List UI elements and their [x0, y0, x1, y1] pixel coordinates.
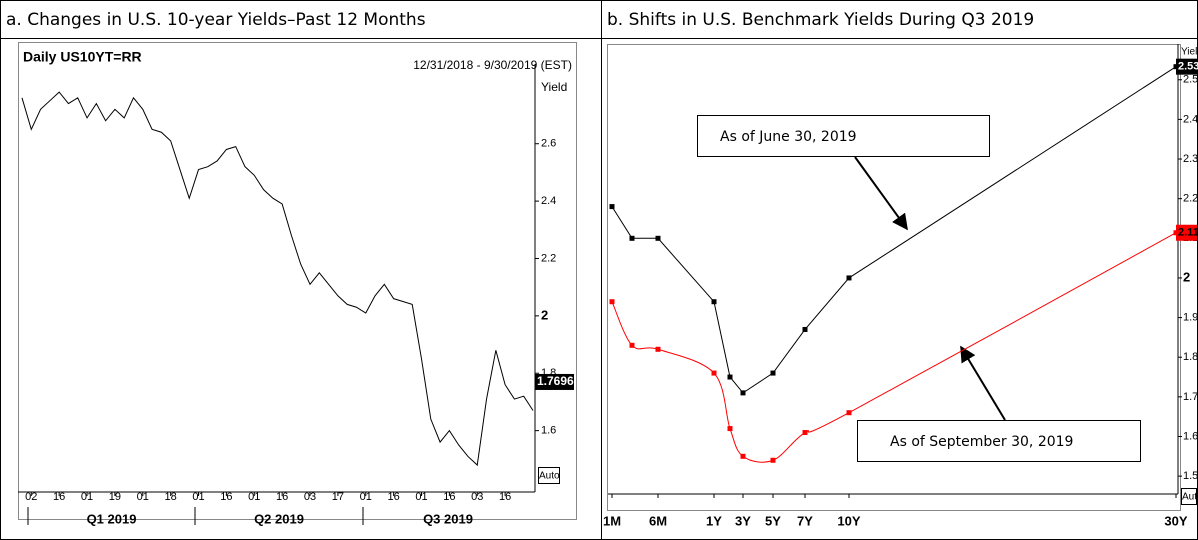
y-tick-label: 2 [541, 307, 548, 322]
x-tick-label: 03 [471, 491, 483, 503]
series-line [21, 91, 534, 467]
point-marker [711, 370, 717, 376]
point-marker [629, 235, 635, 241]
x-tick-label: 03 [304, 491, 316, 503]
point-marker [740, 390, 746, 396]
x-tick-label: 01 [248, 491, 260, 503]
point-marker [770, 457, 776, 463]
last-value-label: 1.7696 [537, 374, 574, 388]
point-marker [846, 275, 852, 281]
value-label: 2.533 [1178, 61, 1198, 73]
y-tick-label: 1.7 [1183, 391, 1198, 403]
point-marker [802, 430, 808, 436]
y-tick-label: 2.2 [541, 252, 556, 264]
x-tick-label: 16 [388, 491, 400, 503]
x-tick-label: 16 [443, 491, 455, 503]
point-marker [727, 426, 733, 432]
chart-subtitle: 12/31/2018 - 9/30/2019 (EST) [413, 58, 572, 72]
x-tick-label: 16 [499, 491, 511, 503]
y-tick-label: 2.4 [541, 195, 556, 207]
series-line [611, 66, 1177, 394]
y-tick-label: 1.6 [541, 425, 556, 437]
x-tick-label: 10Y [837, 513, 860, 528]
point-marker [655, 346, 661, 352]
x-tick-label: 01 [192, 491, 204, 503]
x-tick-label: 30Y [1164, 513, 1187, 528]
auto-label: Auto [539, 471, 560, 482]
point-marker [802, 326, 808, 332]
y-tick-label: 2.2 [1183, 193, 1198, 205]
x-tick-label: 5Y [765, 513, 781, 528]
x-tick-label: 02 [25, 491, 37, 503]
x-tick-label: 16 [220, 491, 232, 503]
panel-title: b. Shifts in U.S. Benchmark Yields Durin… [607, 10, 1034, 30]
x-tick-label: 3Y [735, 513, 751, 528]
series-line [611, 232, 1177, 463]
x-tick-label: 19 [109, 491, 121, 503]
y-tick-label: 2.5 [1183, 74, 1198, 86]
point-marker [609, 204, 615, 210]
value-label-box [1176, 224, 1197, 241]
y-tick-label: 1.9 [1183, 311, 1198, 323]
annotation-arrow [854, 156, 908, 231]
x-tick-label: 01 [137, 491, 149, 503]
x-tick-label: 18 [165, 491, 177, 503]
quarter-label: Q3 2019 [423, 511, 473, 526]
x-tick-label: 01 [81, 491, 93, 503]
auto-box [1181, 488, 1197, 505]
annotation-box [857, 420, 1141, 462]
chart-title: Daily US10YT=RR [23, 49, 142, 65]
point-marker [711, 299, 717, 305]
point-marker [655, 235, 661, 241]
value-label: 2.114 [1178, 227, 1198, 239]
point-marker [609, 299, 615, 305]
y-tick-label: 1.8 [1183, 351, 1198, 363]
y-tick-label: 2.3 [1183, 153, 1198, 165]
last-value-box [535, 373, 574, 390]
x-tick-label: 01 [360, 491, 372, 503]
y-axis-label: Yield [541, 80, 567, 94]
y-tick-label: 2.6 [541, 138, 556, 150]
y-axis-label: Yield [1181, 47, 1198, 58]
annotation: As of June 30, 2019 [720, 129, 857, 145]
y-tick-label: 1.6 [1183, 430, 1198, 442]
x-tick-label: 1Y [706, 513, 722, 528]
value-label-box [1176, 58, 1197, 75]
x-tick-label: 6M [649, 513, 667, 528]
point-marker [846, 410, 852, 416]
x-tick-label: 1M [603, 513, 621, 528]
quarter-label: Q2 2019 [254, 511, 304, 526]
x-tick-label: 01 [415, 491, 427, 503]
point-marker [727, 374, 733, 380]
point-marker [629, 342, 635, 348]
y-tick-label: 1.5 [1183, 470, 1198, 482]
point-marker [740, 453, 746, 459]
point-marker [770, 370, 776, 376]
x-tick-label: 7Y [797, 513, 813, 528]
auto-label: Auto [1182, 492, 1198, 503]
x-tick-label: 16 [53, 491, 65, 503]
x-tick-label: 17 [332, 491, 344, 503]
annotation-arrow [960, 345, 1006, 421]
y-tick-label: 2 [1183, 269, 1190, 284]
annotation: As of September 30, 2019 [890, 434, 1073, 450]
annotation-box [697, 115, 990, 157]
panel-title: a. Changes in U.S. 10-year Yields–Past 1… [6, 10, 426, 30]
y-tick-label: 2.4 [1183, 113, 1198, 125]
auto-box [538, 467, 560, 484]
chart-frame [18, 42, 577, 520]
quarter-label: Q1 2019 [87, 511, 137, 526]
x-tick-label: 16 [276, 491, 288, 503]
